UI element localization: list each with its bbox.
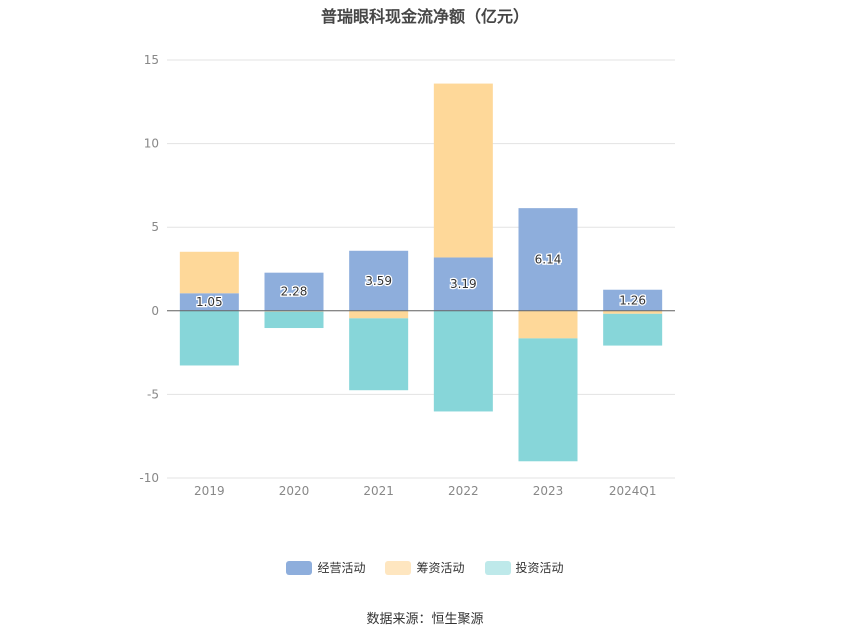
legend-item-investing[interactable]: 投资活动 (484, 559, 564, 576)
bar-investing (264, 311, 324, 329)
y-tick-label: -10 (139, 471, 159, 485)
bar-operating (179, 293, 239, 311)
legend-swatch-investing (484, 560, 511, 575)
y-tick-label: 5 (151, 220, 159, 234)
legend: 经营活动 筹资活动 投资活动 (0, 559, 850, 576)
bar-investing (518, 338, 578, 462)
legend-item-operating[interactable]: 经营活动 (286, 559, 365, 576)
legend-label-investing: 投资活动 (515, 561, 564, 575)
x-tick-label: 2020 (279, 484, 310, 498)
data-source: 数据来源：恒生聚源 (366, 612, 484, 627)
y-tick-label: 0 (151, 304, 159, 318)
chart-title: 普瑞眼科现金流净额（亿元） (320, 7, 529, 26)
x-tick-label: 2019 (194, 484, 225, 498)
bar-investing (349, 318, 409, 391)
data-label: 1.05 (196, 295, 223, 309)
bar-financing (179, 251, 239, 294)
bar-financing (349, 310, 409, 319)
legend-label-financing: 筹资活动 (416, 561, 465, 575)
x-tick-label: 2021 (363, 484, 394, 498)
x-tick-label: 2023 (533, 484, 564, 498)
y-tick-label: 10 (144, 137, 159, 151)
bar-investing (179, 310, 239, 366)
x-tick-label: 2022 (448, 484, 479, 498)
bar-operating (518, 208, 578, 311)
data-label: 2.28 (281, 285, 308, 299)
data-label: 3.19 (450, 277, 477, 291)
legend-label-operating: 经营活动 (317, 561, 366, 575)
bar-financing (518, 310, 578, 339)
x-tick-label: 2024Q1 (609, 484, 657, 498)
y-tick-label: 15 (144, 53, 159, 67)
bar-operating (603, 289, 663, 311)
legend-item-financing[interactable]: 筹资活动 (385, 559, 465, 576)
data-label: 3.59 (365, 274, 392, 288)
bar-operating (433, 257, 493, 311)
bar-investing (603, 313, 663, 346)
data-label: 6.14 (535, 252, 562, 266)
data-label: 1.26 (619, 293, 646, 307)
y-tick-label: -5 (147, 387, 159, 401)
bar-operating (349, 250, 409, 311)
legend-swatch-operating (286, 560, 313, 575)
bar-investing (433, 310, 493, 412)
bar-financing (433, 83, 493, 258)
bar-financing (603, 310, 663, 314)
legend-swatch-financing (385, 560, 412, 575)
bar-operating (264, 272, 324, 311)
